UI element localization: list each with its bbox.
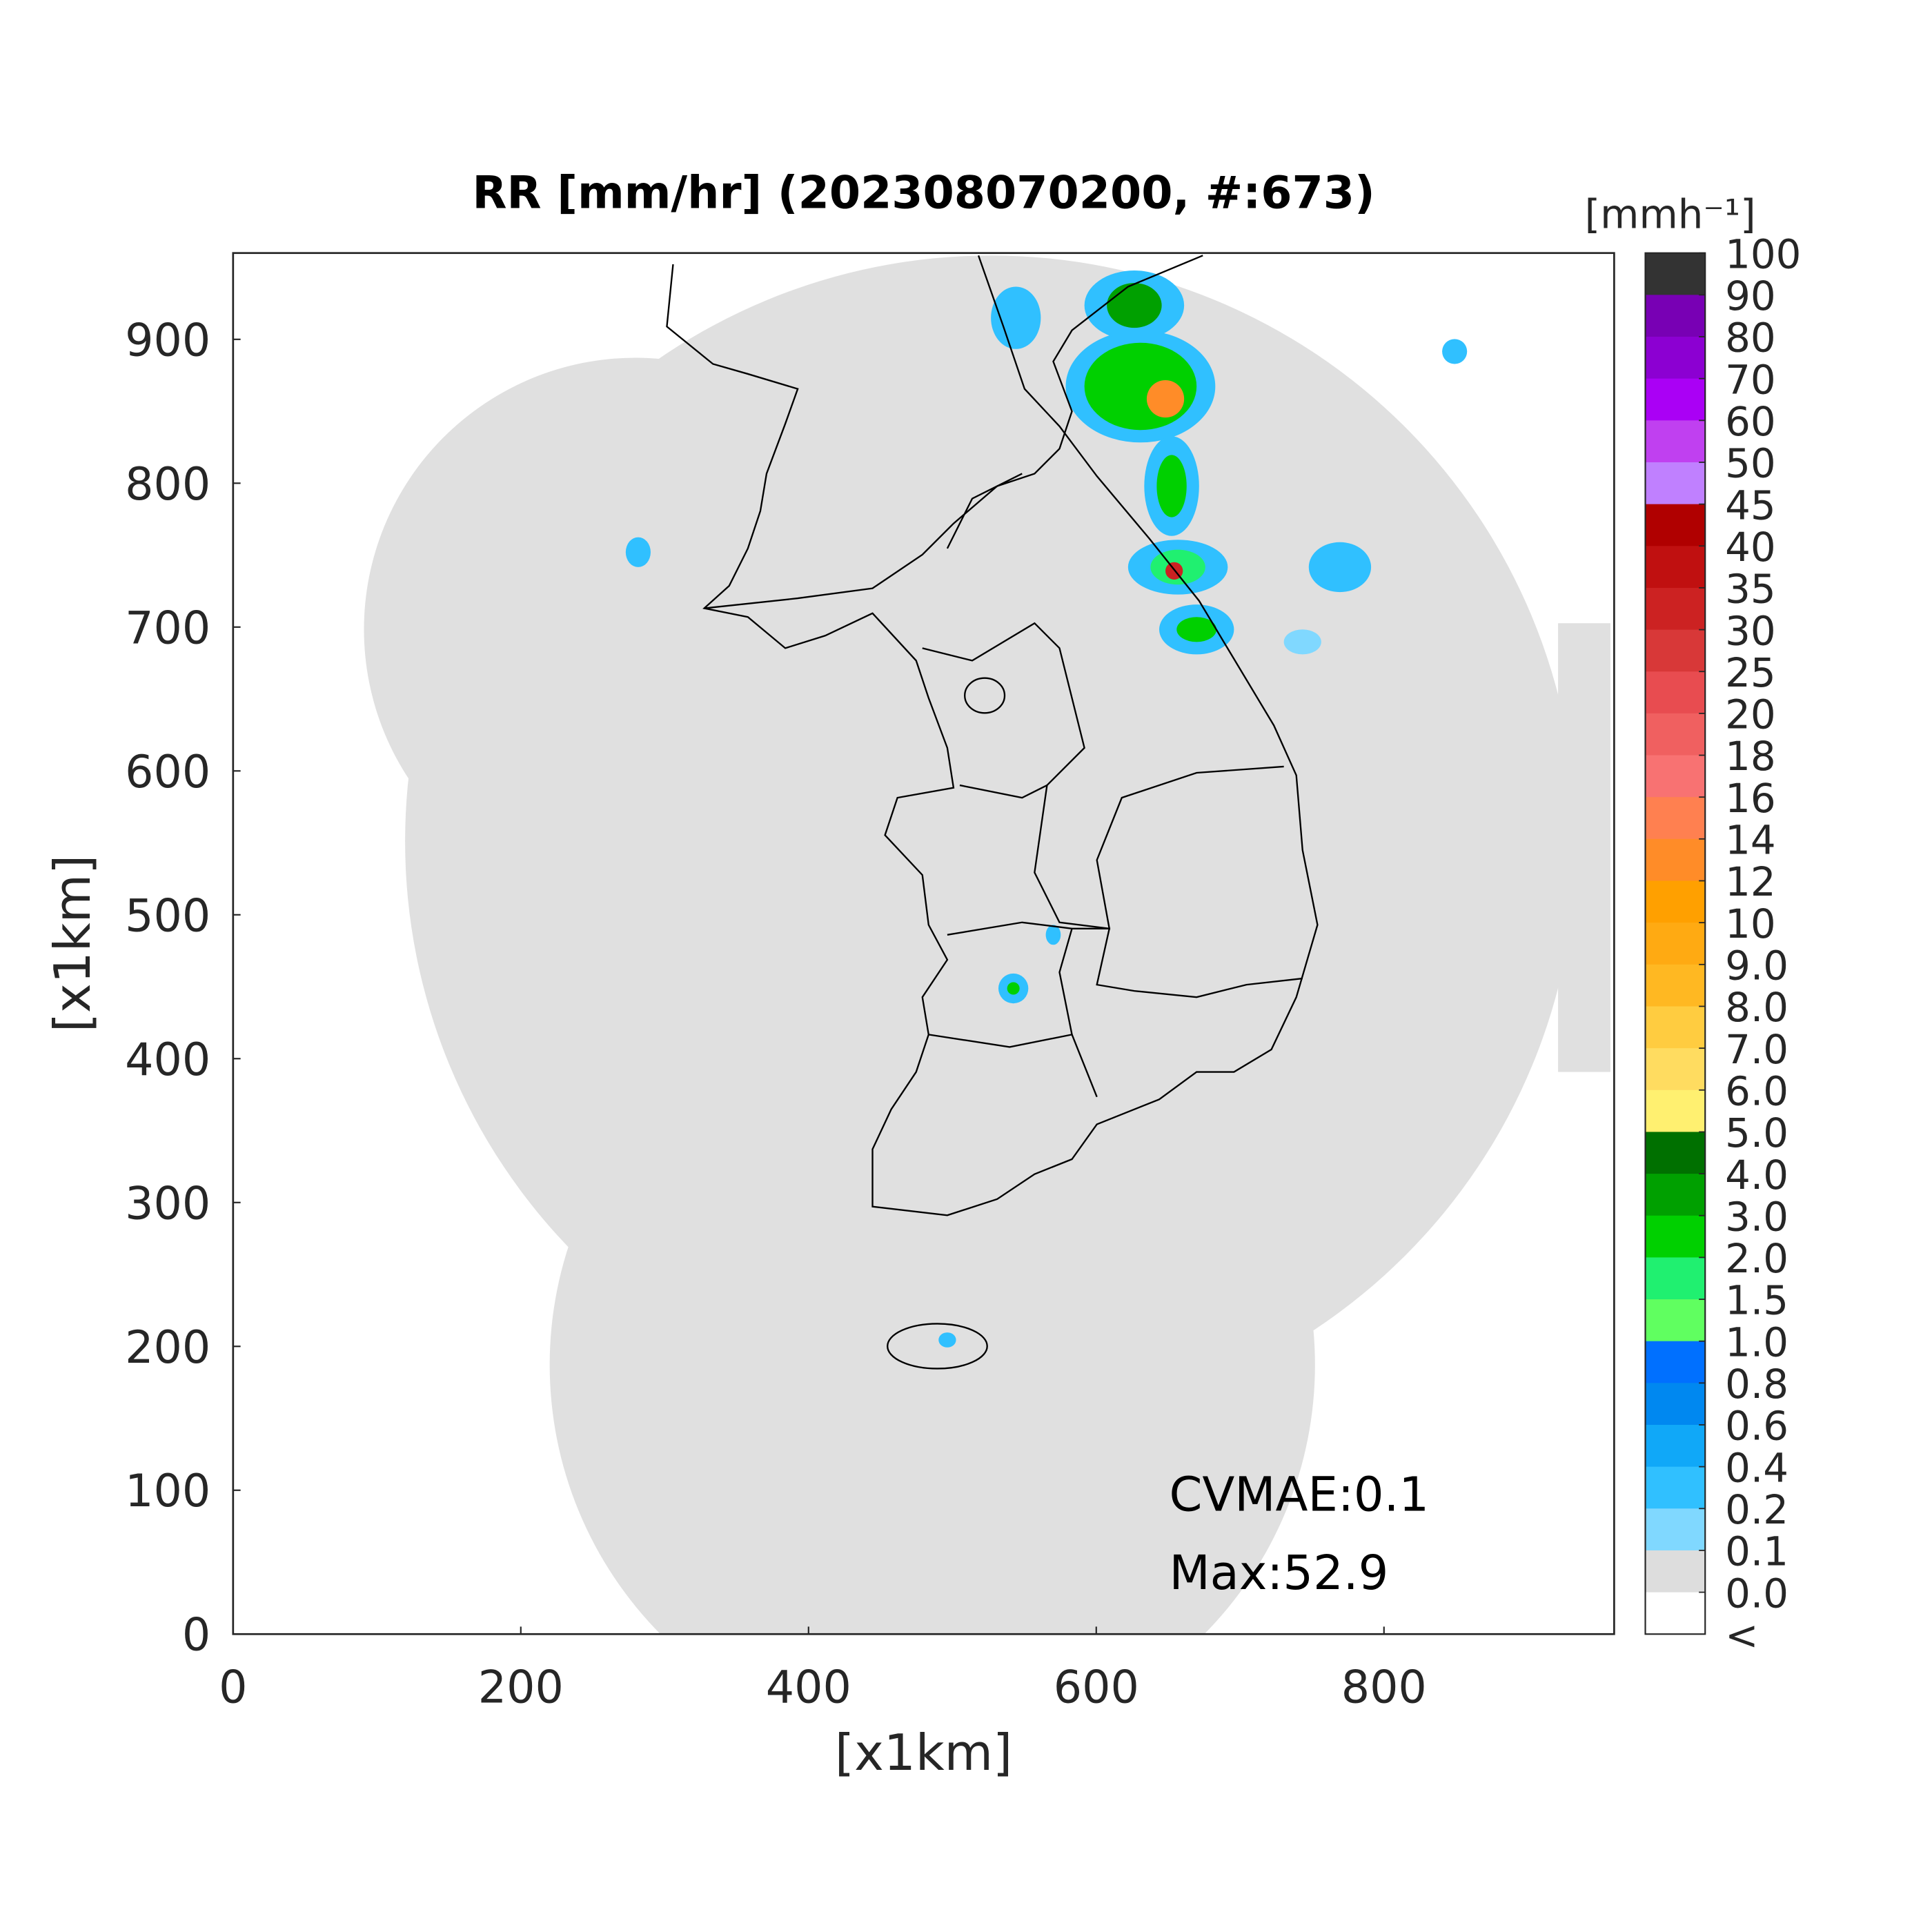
colorbar-segment xyxy=(1645,1341,1706,1383)
colorbar-segment xyxy=(1645,1383,1706,1426)
colorbar-segment xyxy=(1645,1424,1706,1468)
colorbar-tick-label: 9.0 xyxy=(1725,942,1788,989)
colorbar-tick-label: 7.0 xyxy=(1725,1026,1788,1073)
colorbar-tick-label: 60 xyxy=(1725,398,1776,445)
colorbar-unit: [mmh⁻¹] xyxy=(1585,191,1756,238)
y-tick-label: 400 xyxy=(125,1034,210,1086)
y-axis-label: [x1km] xyxy=(44,855,102,1032)
colorbar-tick-label: 2.0 xyxy=(1725,1235,1788,1282)
colorbar-tick-label: 25 xyxy=(1725,649,1776,696)
colorbar-segment xyxy=(1645,1090,1706,1132)
colorbar-tick-label: 12 xyxy=(1725,858,1776,905)
colorbar-tick-label: 18 xyxy=(1725,733,1776,780)
colorbar-segment xyxy=(1645,880,1706,923)
colorbar-tick-label: 0.6 xyxy=(1725,1403,1788,1450)
colorbar-segment xyxy=(1645,378,1706,421)
x-tick-label: 800 xyxy=(1341,1662,1427,1714)
colorbar-segment xyxy=(1645,462,1706,505)
colorbar-tick-label: 20 xyxy=(1725,691,1776,738)
colorbar-segment xyxy=(1645,1048,1706,1091)
colorbar-segment xyxy=(1645,337,1706,379)
title: RR [mm/hr] (202308070200, #:673) xyxy=(472,168,1374,219)
colorbar-segment xyxy=(1645,797,1706,840)
colorbar-segment xyxy=(1645,1215,1706,1258)
annotation: Max:52.9 xyxy=(1169,1546,1388,1601)
colorbar-tick-label: 16 xyxy=(1725,775,1776,822)
y-tick-label: 900 xyxy=(125,315,210,366)
colorbar-tick-label: 4.0 xyxy=(1725,1152,1788,1199)
y-tick-label: 0 xyxy=(182,1610,210,1662)
colorbar-tick-label: 0.1 xyxy=(1725,1528,1788,1575)
colorbar-tick-label: 0.0 xyxy=(1725,1570,1788,1617)
colorbar-tick-label: 5.0 xyxy=(1725,1110,1788,1156)
colorbar-segment xyxy=(1645,1132,1706,1174)
colorbar-tick-label: 14 xyxy=(1725,817,1776,864)
colorbar-tick-label: 0.8 xyxy=(1725,1361,1788,1408)
colorbar-segment xyxy=(1645,1466,1706,1509)
colorbar-tick-label: 50 xyxy=(1725,440,1776,487)
y-tick-label: 200 xyxy=(125,1322,210,1374)
map-layer xyxy=(364,255,1610,1635)
colorbar-tick-label: 3.0 xyxy=(1725,1193,1788,1240)
x-tick-label: 0 xyxy=(219,1662,247,1714)
y-tick-label: 700 xyxy=(125,602,210,654)
colorbar-segment xyxy=(1645,923,1706,965)
colorbar-tick-label: 0.2 xyxy=(1725,1486,1788,1533)
colorbar-segment xyxy=(1645,1174,1706,1216)
colorbar-tick-label: 35 xyxy=(1725,566,1776,613)
coastline xyxy=(666,255,1319,1370)
y-tick-label: 600 xyxy=(125,747,210,798)
colorbar-segment xyxy=(1645,1257,1706,1300)
colorbar-segment xyxy=(1645,587,1706,631)
colorbar-segment xyxy=(1645,253,1706,295)
colorbar-segment xyxy=(1645,1550,1706,1593)
colorbar-segment xyxy=(1645,420,1706,463)
colorbar-tick-label: 6.0 xyxy=(1725,1067,1788,1114)
colorbar-tick-label: 70 xyxy=(1725,356,1776,403)
colorbar-segment xyxy=(1645,1508,1706,1551)
colorbar-tick-label: 1.0 xyxy=(1725,1319,1788,1366)
colorbar-segment xyxy=(1645,755,1706,798)
colorbar-segment xyxy=(1645,295,1706,337)
colorbar-segment xyxy=(1645,1592,1706,1635)
colorbar-segment xyxy=(1645,504,1706,546)
colorbar-segment xyxy=(1645,713,1706,756)
x-tick-label: 600 xyxy=(1054,1662,1139,1714)
colorbar-under-label: < xyxy=(1725,1612,1758,1659)
colorbar-tick-label: 100 xyxy=(1725,230,1801,277)
colorbar-tick-label: 40 xyxy=(1725,524,1776,571)
colorbar-segment xyxy=(1645,838,1706,882)
colorbar-tick-label: 10 xyxy=(1725,900,1776,947)
y-tick-label: 300 xyxy=(125,1178,210,1230)
x-tick-label: 400 xyxy=(766,1662,851,1714)
annotation: CVMAE:0.1 xyxy=(1169,1467,1429,1522)
y-tick-label: 100 xyxy=(125,1466,210,1517)
x-axis-label: [x1km] xyxy=(835,1724,1012,1782)
radar-coverage xyxy=(364,255,1610,1635)
colorbar-tick-label: 8.0 xyxy=(1725,984,1788,1031)
axes-frame xyxy=(232,252,1615,1635)
x-tick-label: 200 xyxy=(478,1662,564,1714)
colorbar-tick-label: 30 xyxy=(1725,607,1776,654)
colorbar-segment xyxy=(1645,629,1706,672)
y-tick-label: 800 xyxy=(125,459,210,511)
colorbar-tick-label: 45 xyxy=(1725,482,1776,529)
y-tick-label: 500 xyxy=(125,890,210,942)
rain-echoes xyxy=(625,270,1468,1348)
colorbar-tick-label: 80 xyxy=(1725,315,1776,362)
colorbar-segment xyxy=(1645,546,1706,589)
colorbar-tick-label: 90 xyxy=(1725,273,1776,319)
colorbar-segment xyxy=(1645,964,1706,1007)
colorbar-tick-label: 1.5 xyxy=(1725,1277,1788,1324)
colorbar-segment xyxy=(1645,1006,1706,1049)
colorbar-frame xyxy=(1644,252,1706,1635)
colorbar-segment xyxy=(1645,1299,1706,1342)
colorbar-tick-label: 0.4 xyxy=(1725,1444,1788,1491)
colorbar-segment xyxy=(1645,671,1706,714)
